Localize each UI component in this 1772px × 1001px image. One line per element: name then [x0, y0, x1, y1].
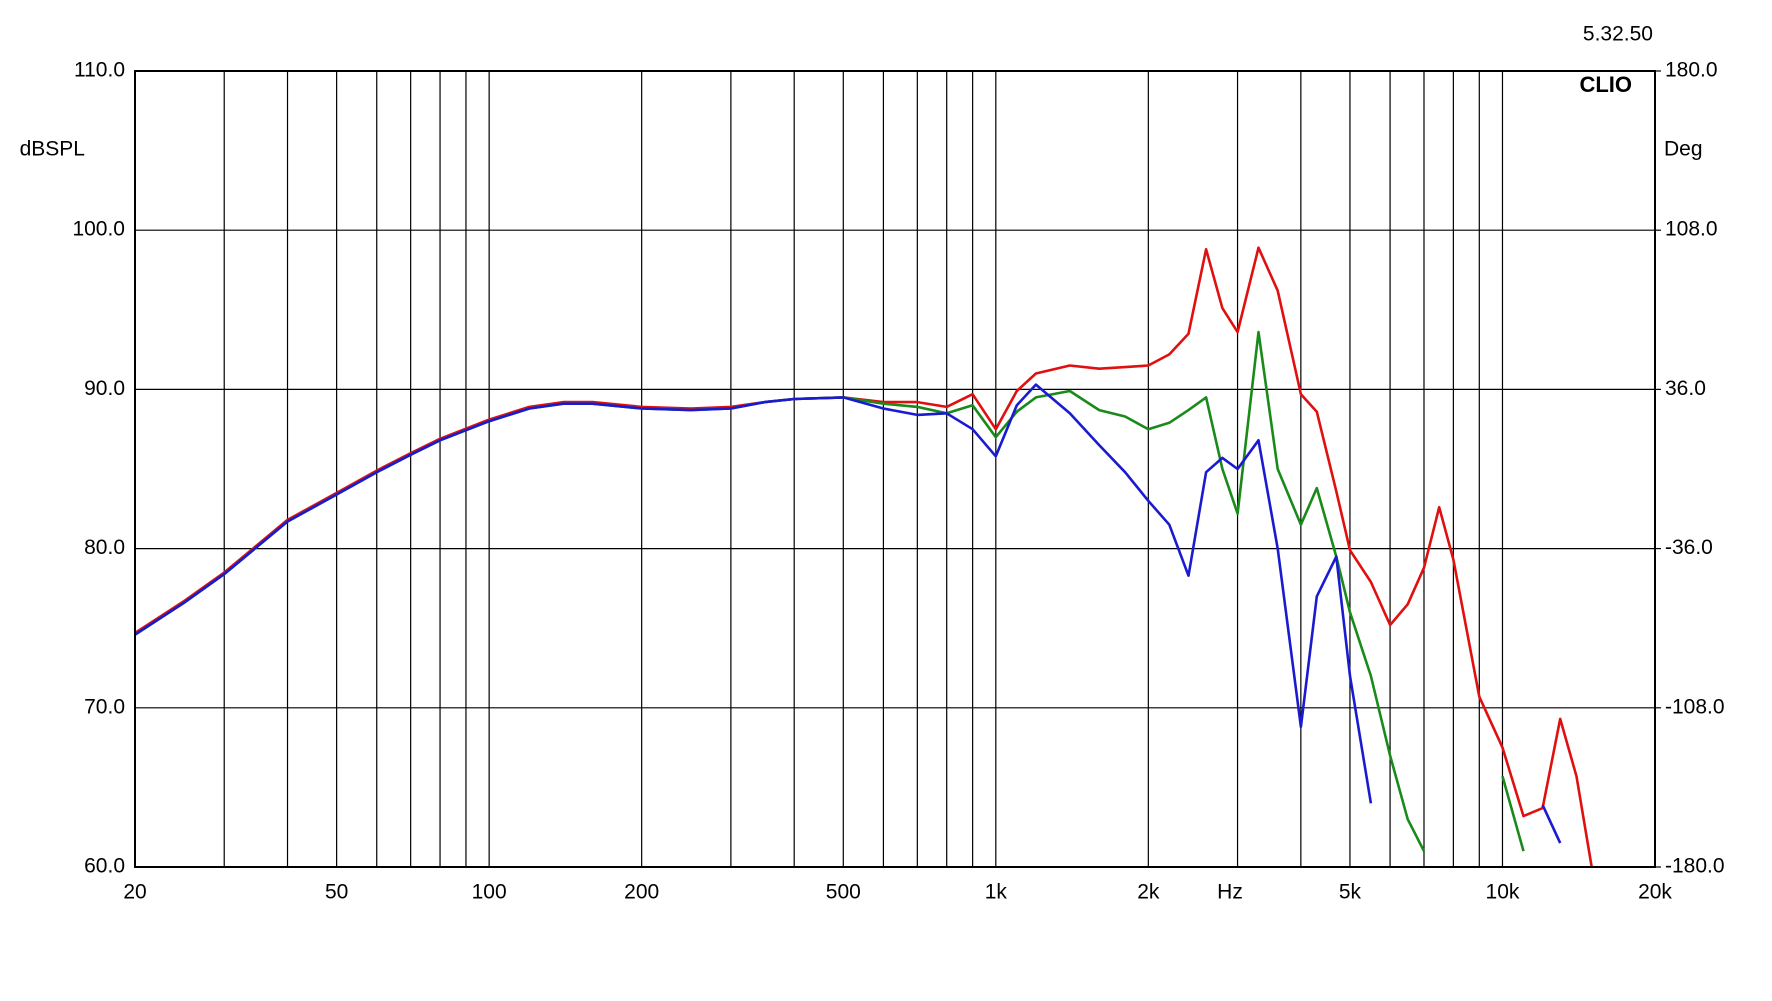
- x-tick-label: 200: [624, 881, 659, 904]
- x-tick-label: 100: [472, 881, 507, 904]
- y2-axis-label: Deg: [1664, 138, 1703, 161]
- x-tick-label: 2k: [1137, 881, 1160, 904]
- brand-box: [1560, 72, 1654, 98]
- y-tick-label: 60.0: [84, 855, 125, 878]
- y2-tick-label: -36.0: [1665, 536, 1713, 559]
- x-tick-label: 20k: [1638, 881, 1672, 904]
- x-tick-label: 5k: [1339, 881, 1362, 904]
- y-tick-label: 70.0: [84, 695, 125, 718]
- response-curve: [134, 383, 1562, 844]
- x-tick-label: 500: [826, 881, 861, 904]
- y2-tick-label: 108.0: [1665, 218, 1718, 241]
- y-tick-label: 80.0: [84, 536, 125, 559]
- curves: [134, 246, 1593, 868]
- brand: CLIO: [1579, 72, 1632, 97]
- x-tick-label: 10k: [1486, 881, 1520, 904]
- x-tick-label: 20: [123, 881, 146, 904]
- y2-tick-label: -180.0: [1665, 855, 1725, 878]
- y2-tick-label: 36.0: [1665, 377, 1706, 400]
- y2-tick-label: -108.0: [1665, 695, 1725, 718]
- x-tick-label: 1k: [985, 881, 1008, 904]
- x-axis-label: Hz: [1217, 881, 1243, 904]
- y-tick-label: 110.0: [74, 59, 125, 82]
- y-tick-label: 100.0: [72, 218, 125, 241]
- y-tick-label: 90.0: [84, 377, 125, 400]
- y2-tick-label: 180.0: [1665, 59, 1718, 82]
- x-tick-label: 50: [325, 881, 348, 904]
- response-curve: [134, 246, 1593, 868]
- y-axis-label: dBSPL: [20, 138, 85, 161]
- plot-frame: [134, 70, 1656, 868]
- timestamp: 5.32.50: [1583, 23, 1653, 46]
